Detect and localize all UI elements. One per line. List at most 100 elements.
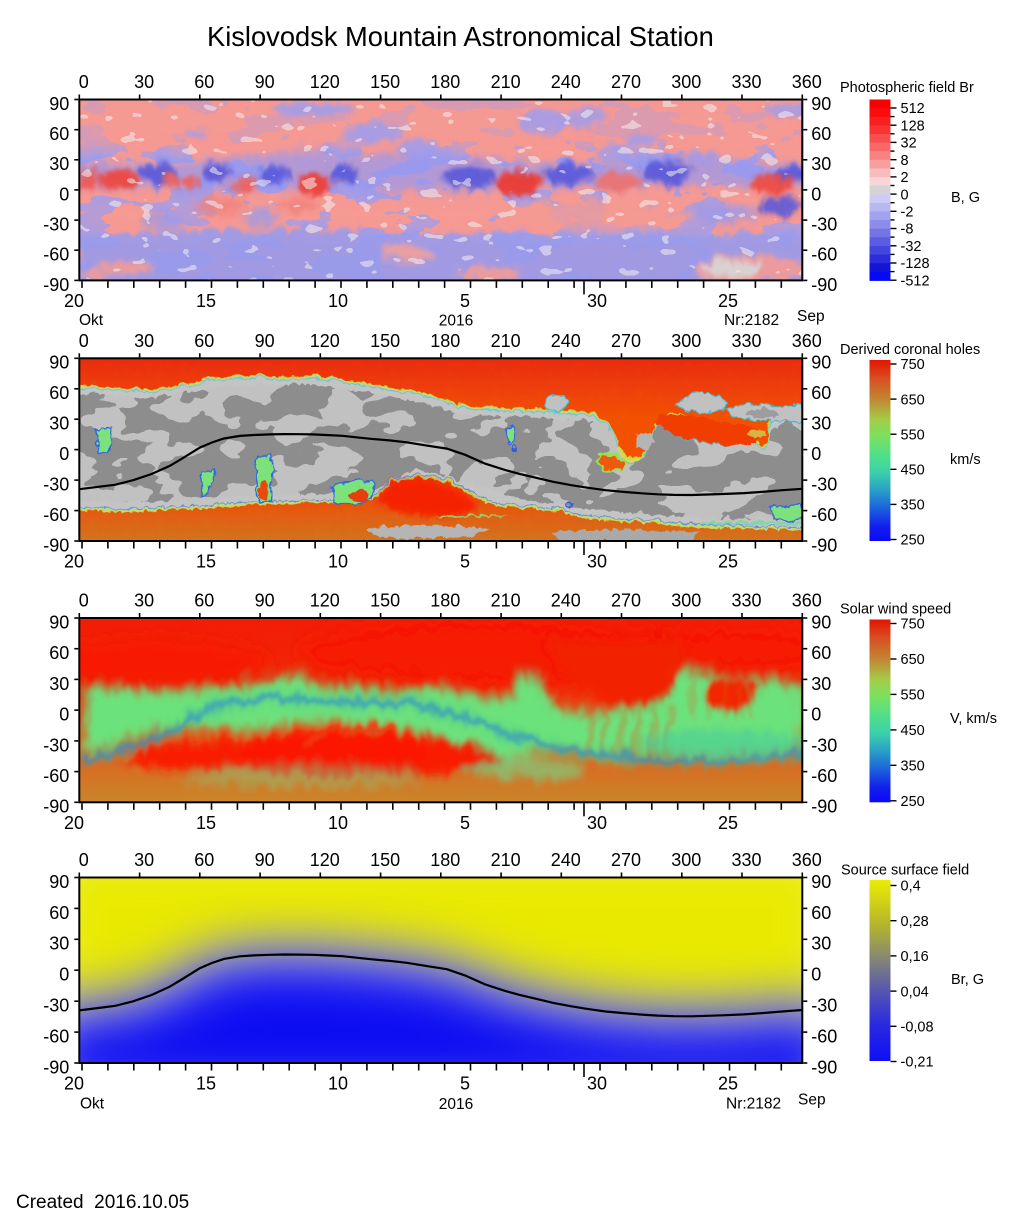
svg-text:750: 750	[901, 617, 925, 633]
svg-text:90: 90	[811, 353, 831, 373]
svg-text:25: 25	[718, 1074, 738, 1094]
svg-text:-30: -30	[43, 215, 69, 235]
svg-text:150: 150	[370, 591, 400, 611]
svg-text:10: 10	[328, 291, 348, 311]
svg-text:512: 512	[901, 101, 925, 117]
svg-text:650: 650	[901, 392, 925, 408]
svg-text:-0,21: -0,21	[901, 1055, 934, 1071]
svg-text:Nr:2182: Nr:2182	[724, 312, 779, 329]
svg-text:30: 30	[49, 934, 69, 954]
svg-text:B, G: B, G	[951, 190, 980, 206]
svg-text:360: 360	[792, 331, 822, 351]
svg-text:-32: -32	[901, 239, 922, 255]
svg-text:-30: -30	[43, 475, 69, 495]
svg-text:300: 300	[671, 591, 701, 611]
svg-text:30: 30	[811, 154, 831, 174]
svg-text:330: 330	[731, 591, 761, 611]
svg-text:20: 20	[64, 552, 84, 572]
svg-text:270: 270	[611, 72, 641, 92]
svg-text:15: 15	[196, 813, 216, 833]
svg-text:Created 2016.10.05: Created 2016.10.05	[16, 1192, 189, 1213]
svg-text:20: 20	[64, 291, 84, 311]
svg-text:120: 120	[310, 850, 340, 870]
svg-text:2: 2	[901, 170, 909, 186]
svg-text:-60: -60	[811, 1027, 837, 1047]
svg-text:Kislovodsk Mountain Astronomic: Kislovodsk Mountain Astronomical Station	[207, 21, 714, 52]
svg-text:0: 0	[79, 72, 89, 92]
svg-text:-60: -60	[811, 766, 837, 786]
svg-text:0: 0	[59, 444, 69, 464]
svg-text:300: 300	[671, 850, 701, 870]
svg-text:0,04: 0,04	[901, 984, 929, 1000]
svg-text:550: 550	[901, 688, 925, 704]
svg-text:0,4: 0,4	[901, 879, 921, 895]
svg-text:90: 90	[811, 94, 831, 114]
svg-text:120: 120	[310, 591, 340, 611]
svg-text:5: 5	[460, 552, 470, 572]
svg-text:270: 270	[611, 591, 641, 611]
svg-text:30: 30	[134, 850, 154, 870]
svg-text:V, km/s: V, km/s	[950, 711, 997, 727]
svg-text:Photospheric field Br: Photospheric field Br	[840, 80, 974, 96]
svg-text:0: 0	[811, 705, 821, 725]
svg-text:8: 8	[901, 153, 909, 169]
svg-text:Nr:2182: Nr:2182	[726, 1096, 781, 1113]
svg-text:32: 32	[901, 136, 917, 152]
svg-text:150: 150	[370, 72, 400, 92]
svg-text:-90: -90	[43, 275, 69, 295]
svg-text:300: 300	[671, 331, 701, 351]
svg-text:120: 120	[310, 72, 340, 92]
svg-text:60: 60	[194, 850, 214, 870]
svg-text:30: 30	[587, 291, 607, 311]
svg-text:-90: -90	[43, 535, 69, 555]
svg-text:0: 0	[79, 850, 89, 870]
svg-text:-90: -90	[811, 535, 837, 555]
svg-text:0: 0	[901, 187, 909, 203]
svg-text:210: 210	[491, 331, 521, 351]
svg-text:30: 30	[587, 1074, 607, 1094]
svg-text:-30: -30	[43, 996, 69, 1016]
svg-text:0: 0	[79, 591, 89, 611]
svg-text:-90: -90	[43, 797, 69, 817]
svg-text:60: 60	[811, 124, 831, 144]
svg-text:15: 15	[196, 1074, 216, 1094]
svg-text:90: 90	[255, 591, 275, 611]
svg-text:km/s: km/s	[950, 452, 981, 468]
svg-text:240: 240	[551, 72, 581, 92]
svg-text:20: 20	[64, 1074, 84, 1094]
svg-text:-30: -30	[811, 215, 837, 235]
svg-text:0: 0	[811, 444, 821, 464]
svg-text:-60: -60	[811, 245, 837, 265]
svg-text:180: 180	[430, 591, 460, 611]
svg-text:-8: -8	[901, 222, 914, 238]
svg-text:30: 30	[49, 414, 69, 434]
svg-text:210: 210	[491, 591, 521, 611]
svg-text:-60: -60	[43, 505, 69, 525]
svg-text:5: 5	[460, 1074, 470, 1094]
svg-text:-30: -30	[811, 735, 837, 755]
svg-text:60: 60	[811, 903, 831, 923]
svg-text:330: 330	[731, 331, 761, 351]
svg-text:750: 750	[901, 357, 925, 373]
svg-text:90: 90	[255, 331, 275, 351]
svg-text:30: 30	[587, 813, 607, 833]
svg-text:240: 240	[551, 331, 581, 351]
svg-text:360: 360	[792, 591, 822, 611]
svg-text:10: 10	[328, 813, 348, 833]
svg-text:2016: 2016	[439, 313, 473, 330]
svg-text:Sep: Sep	[797, 308, 825, 325]
svg-text:240: 240	[551, 591, 581, 611]
svg-text:30: 30	[134, 591, 154, 611]
svg-text:30: 30	[134, 72, 154, 92]
svg-text:20: 20	[64, 813, 84, 833]
svg-text:Derived coronal holes: Derived coronal holes	[840, 342, 980, 358]
svg-text:180: 180	[430, 850, 460, 870]
svg-text:450: 450	[901, 723, 925, 739]
svg-text:550: 550	[901, 427, 925, 443]
svg-text:0: 0	[59, 705, 69, 725]
svg-text:90: 90	[49, 872, 69, 892]
svg-text:450: 450	[901, 463, 925, 479]
svg-text:-90: -90	[811, 275, 837, 295]
svg-text:90: 90	[811, 872, 831, 892]
svg-text:30: 30	[811, 674, 831, 694]
